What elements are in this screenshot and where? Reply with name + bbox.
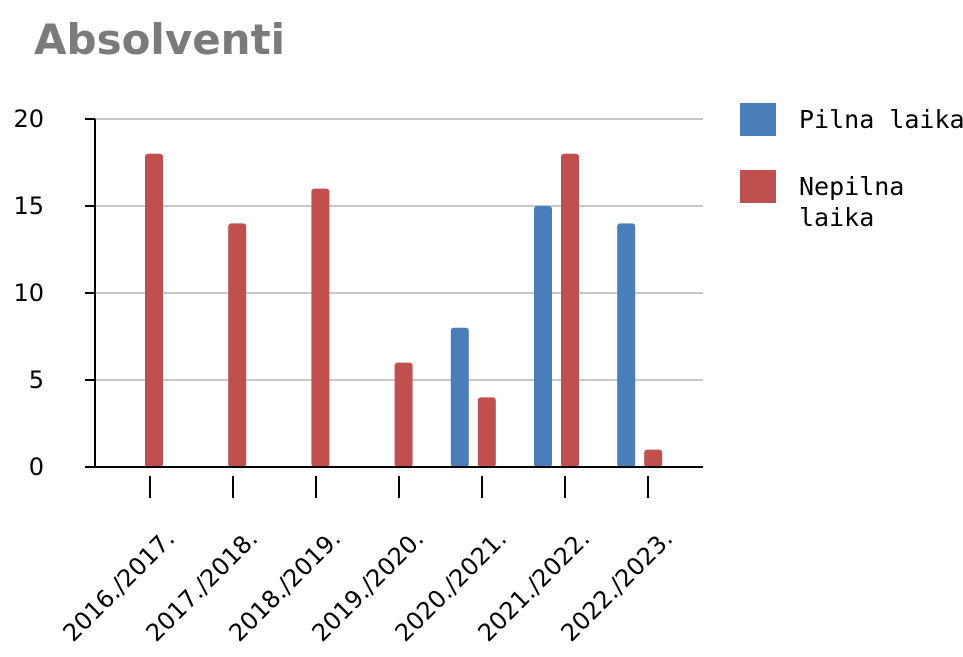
bar-nepilna-laika [394, 362, 413, 467]
bar-pilna-laika [617, 223, 636, 467]
y-axis-ticks: 0 5 10 15 20 [13, 105, 95, 481]
bars [145, 153, 663, 468]
y-tick-label: 20 [13, 105, 44, 133]
y-tick-label: 0 [29, 453, 44, 481]
bar-nepilna-laika [311, 188, 330, 467]
bar-nepilna-laika [477, 397, 496, 467]
legend-label: Nepilna laika [799, 172, 904, 232]
y-tick-label: 5 [29, 366, 44, 394]
x-axis-ticks: 2016./2017.2017./2018.2018./2019.2019./2… [58, 476, 678, 647]
y-tick-label: 15 [13, 192, 44, 220]
bar-nepilna-laika [561, 153, 579, 468]
legend-label: Pilna laika [799, 105, 963, 134]
bar-pilna-laika [534, 206, 552, 467]
bar-pilna-laika [450, 327, 469, 467]
y-tick-label: 10 [13, 279, 44, 307]
bar-nepilna-laika [145, 153, 163, 468]
legend-swatch [740, 170, 776, 203]
bar-nepilna-laika [644, 449, 663, 467]
grid-lines [95, 118, 703, 381]
legend-swatch [740, 103, 776, 136]
legend: Pilna laika Nepilna laika [740, 103, 963, 232]
chart-title: Absolventi [34, 15, 285, 64]
bar-nepilna-laika [228, 223, 247, 467]
